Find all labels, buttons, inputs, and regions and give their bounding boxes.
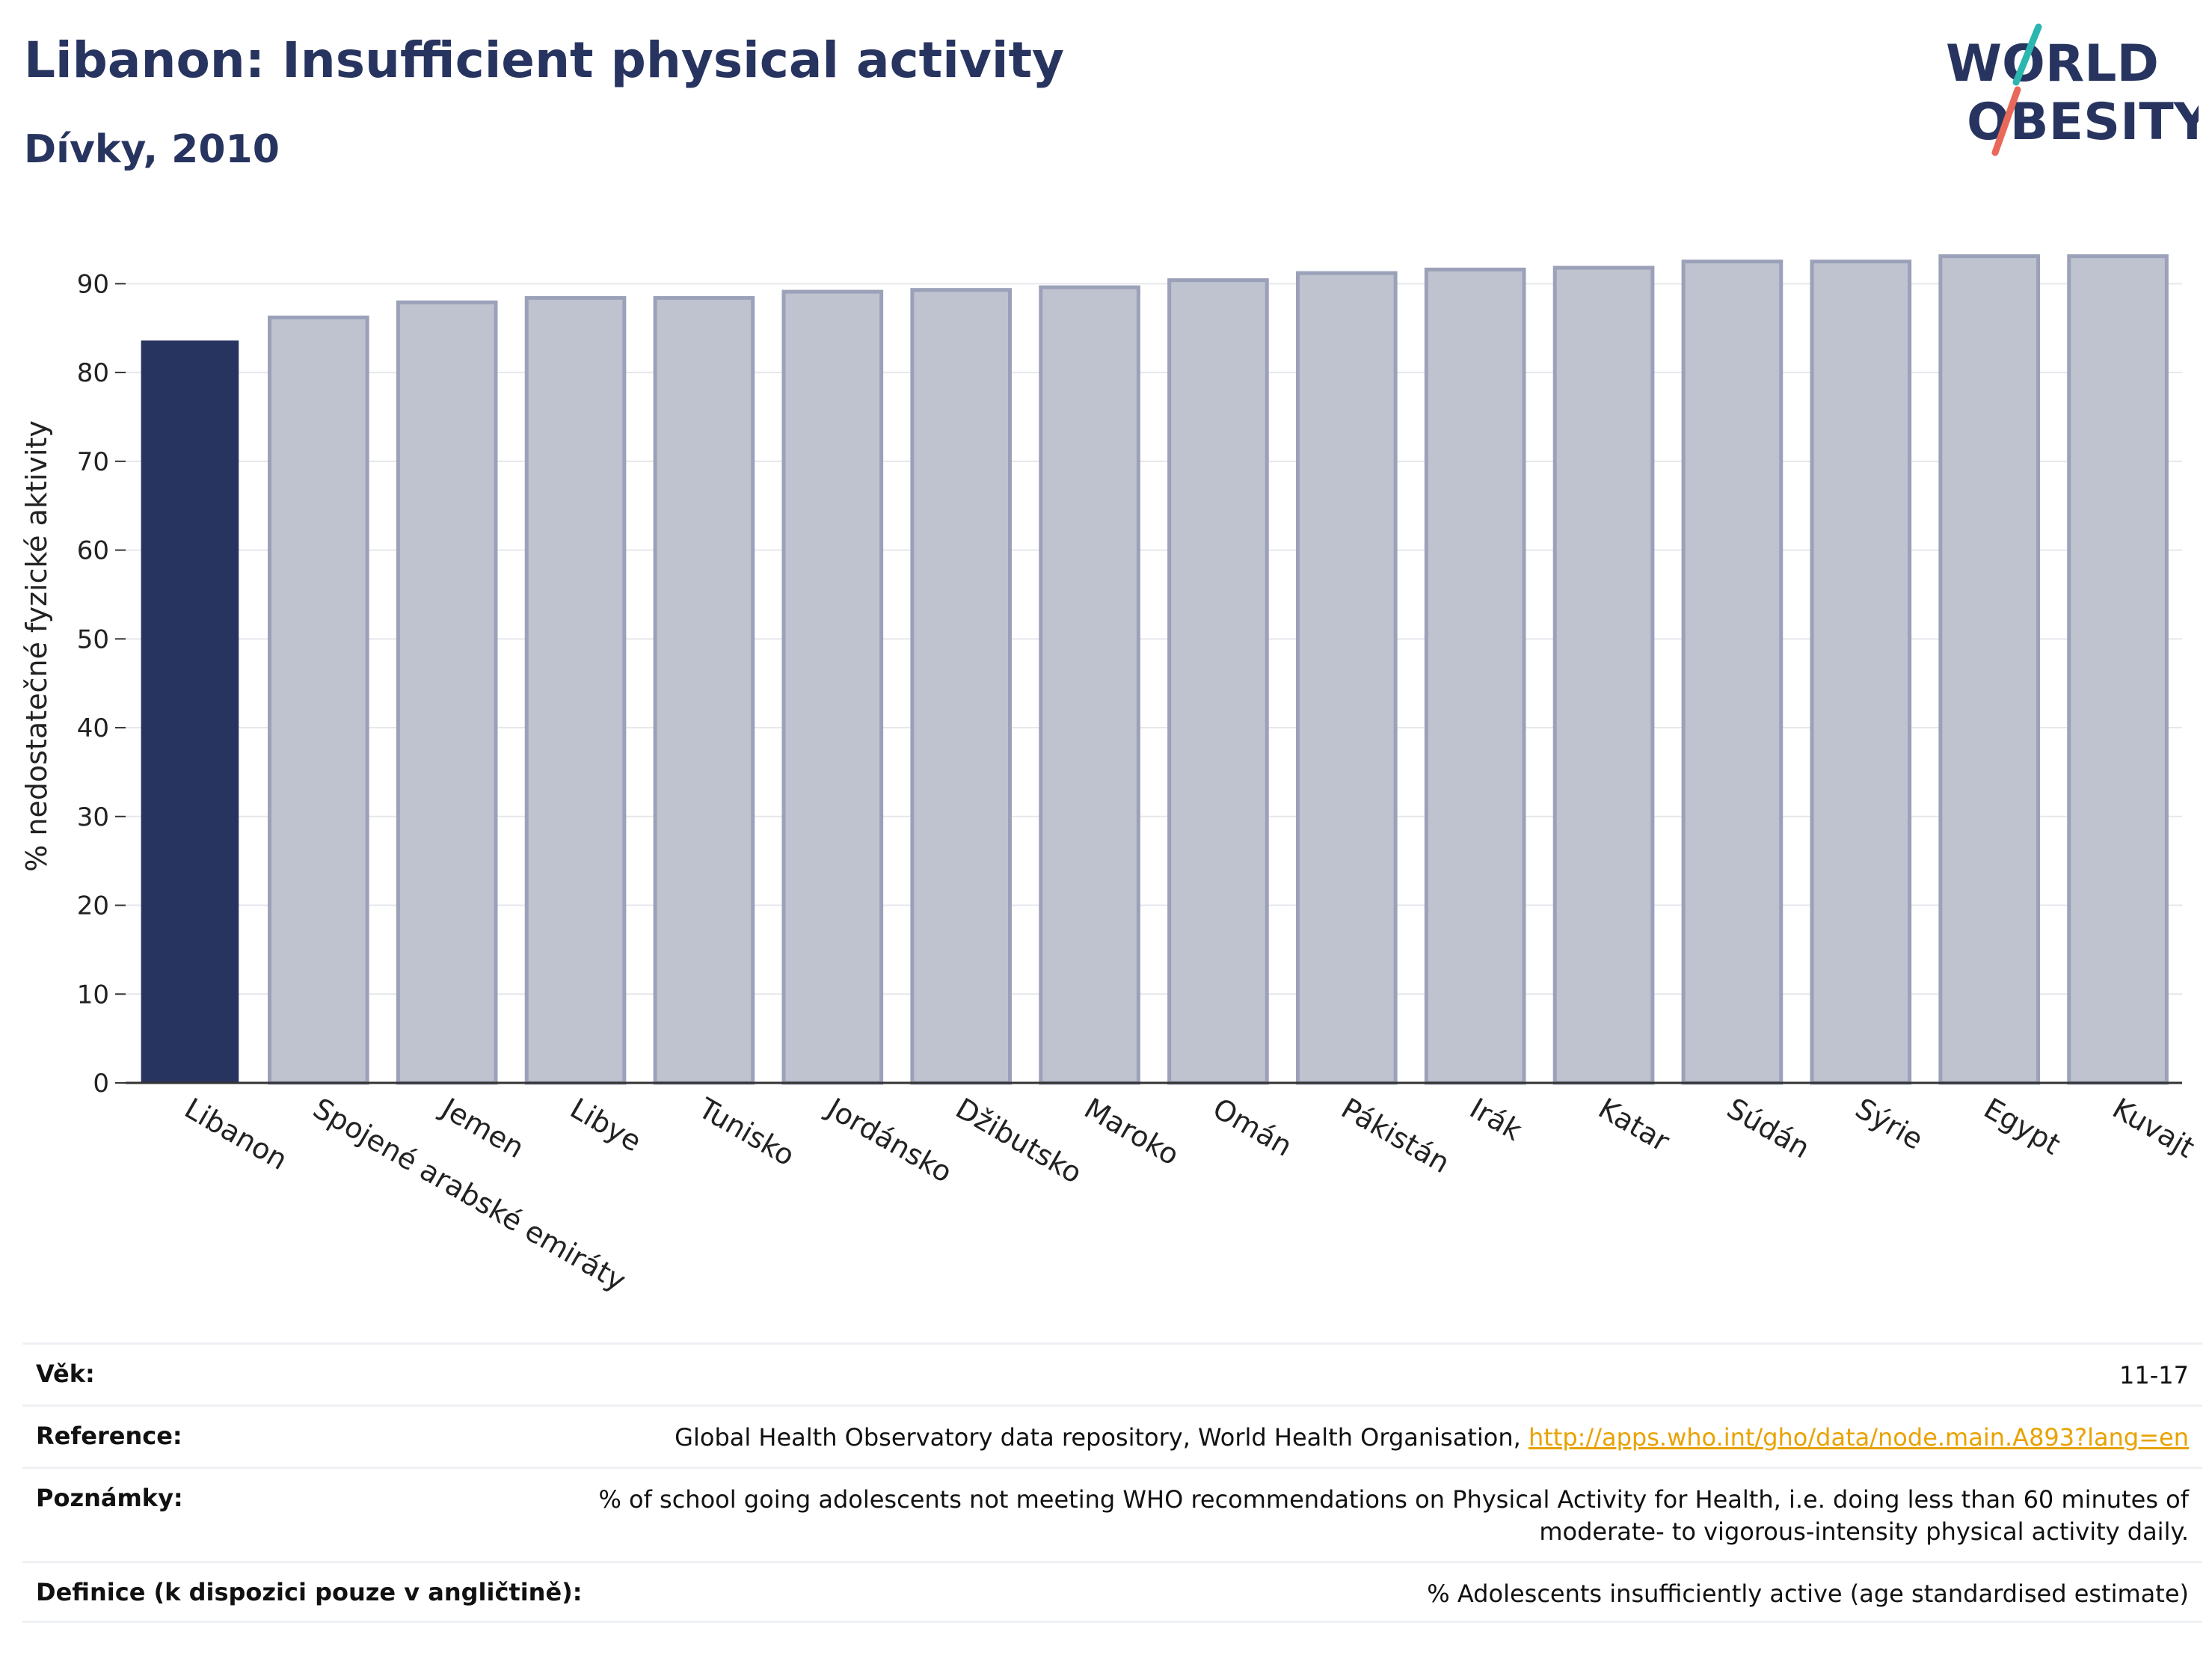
- x-tick-label: Katar: [1593, 1092, 1675, 1158]
- bar[interactable]: [910, 288, 1012, 1085]
- bar[interactable]: [1810, 260, 1912, 1085]
- bars: [141, 254, 2169, 1085]
- x-tick-label: Omán: [1207, 1092, 1297, 1163]
- bar[interactable]: [2067, 254, 2169, 1085]
- bar[interactable]: [396, 300, 498, 1085]
- meta-row-notes: Poznámky: % of school going adolescents …: [22, 1467, 2202, 1561]
- meta-definition-label: Definice (k dispozici pouze v angličtině…: [36, 1578, 583, 1606]
- x-tick-label: Egypt: [1979, 1092, 2066, 1161]
- bar[interactable]: [1039, 285, 1140, 1085]
- meta-reference-value: Global Health Observatory data repositor…: [675, 1422, 2202, 1454]
- bar[interactable]: [1552, 265, 1655, 1085]
- bar[interactable]: [1296, 271, 1398, 1085]
- meta-reference-text: Global Health Observatory data repositor…: [675, 1423, 1529, 1452]
- x-tick-label: Sýrie: [1850, 1092, 1929, 1156]
- metadata-table: Věk: 11-17 Reference: Global Health Obse…: [22, 1342, 2202, 1623]
- bar[interactable]: [268, 315, 369, 1085]
- meta-row-reference: Reference: Global Health Observatory dat…: [22, 1404, 2202, 1467]
- bar[interactable]: [653, 295, 755, 1085]
- bar[interactable]: [1938, 254, 2040, 1085]
- bar[interactable]: [1424, 267, 1526, 1085]
- y-tick-label: 30: [77, 802, 109, 832]
- bar[interactable]: [524, 295, 627, 1085]
- logo-slash-red-icon: [1991, 86, 2021, 156]
- y-tick-label: 90: [77, 269, 109, 299]
- y-tick-label: 80: [77, 358, 109, 388]
- bar[interactable]: [141, 340, 239, 1083]
- meta-notes-value: % of school going adolescents not meetin…: [598, 1485, 2189, 1546]
- y-tick-label: 20: [77, 891, 109, 921]
- y-tick-label: 40: [77, 713, 109, 743]
- meta-row-age: Věk: 11-17: [22, 1342, 2202, 1404]
- x-tick-label: Džibutsko: [950, 1092, 1088, 1190]
- y-axis-ticks: 0 10 20 30 40 50 60 70 80 90: [77, 269, 126, 1099]
- meta-age-value: 11-17: [2119, 1361, 2189, 1390]
- logo-word-world: WORLD: [1946, 34, 2159, 93]
- world-obesity-logo: WORLD OBESITY: [1946, 23, 2199, 156]
- x-tick-label: Pákistán: [1336, 1092, 1455, 1180]
- x-tick-label: Irák: [1464, 1092, 1527, 1147]
- y-tick-label: 10: [77, 980, 109, 1010]
- x-tick-label: Tunisko: [692, 1091, 800, 1173]
- meta-reference-link[interactable]: http://apps.who.int/gho/data/node.main.A…: [1528, 1423, 2189, 1452]
- y-tick-label: 50: [77, 624, 109, 654]
- meta-notes-label: Poznámky:: [36, 1484, 183, 1512]
- x-tick-label: Jemen: [434, 1091, 529, 1165]
- x-tick-label: Maroko: [1079, 1092, 1185, 1172]
- bar[interactable]: [1167, 278, 1269, 1085]
- chart-title: Libanon: Insufficient physical activity: [24, 31, 1065, 89]
- x-tick-label: Kuvajt: [2107, 1092, 2200, 1164]
- chart-subtitle: Dívky, 2010: [24, 127, 280, 172]
- meta-row-definition: Definice (k dispozici pouze v angličtině…: [22, 1561, 2202, 1623]
- y-tick-label: 70: [77, 447, 109, 477]
- x-tick-label: Libye: [565, 1092, 647, 1158]
- x-tick-label: Libanon: [179, 1092, 292, 1176]
- bar[interactable]: [781, 289, 884, 1085]
- meta-definition-value: % Adolescents insufficiently active (age…: [1427, 1579, 2189, 1608]
- y-tick-label: 60: [77, 536, 109, 566]
- meta-age-label: Věk:: [36, 1360, 95, 1388]
- logo-slash-teal-icon: [2012, 23, 2042, 86]
- meta-reference-label: Reference:: [36, 1422, 182, 1450]
- bar[interactable]: [1681, 260, 1784, 1085]
- y-axis-label: % nedostatečné fyzické aktivity: [20, 420, 53, 872]
- x-tick-label: Súdán: [1721, 1092, 1816, 1165]
- y-tick-label: 0: [93, 1069, 109, 1099]
- x-tick-label: Jordánsko: [820, 1091, 958, 1189]
